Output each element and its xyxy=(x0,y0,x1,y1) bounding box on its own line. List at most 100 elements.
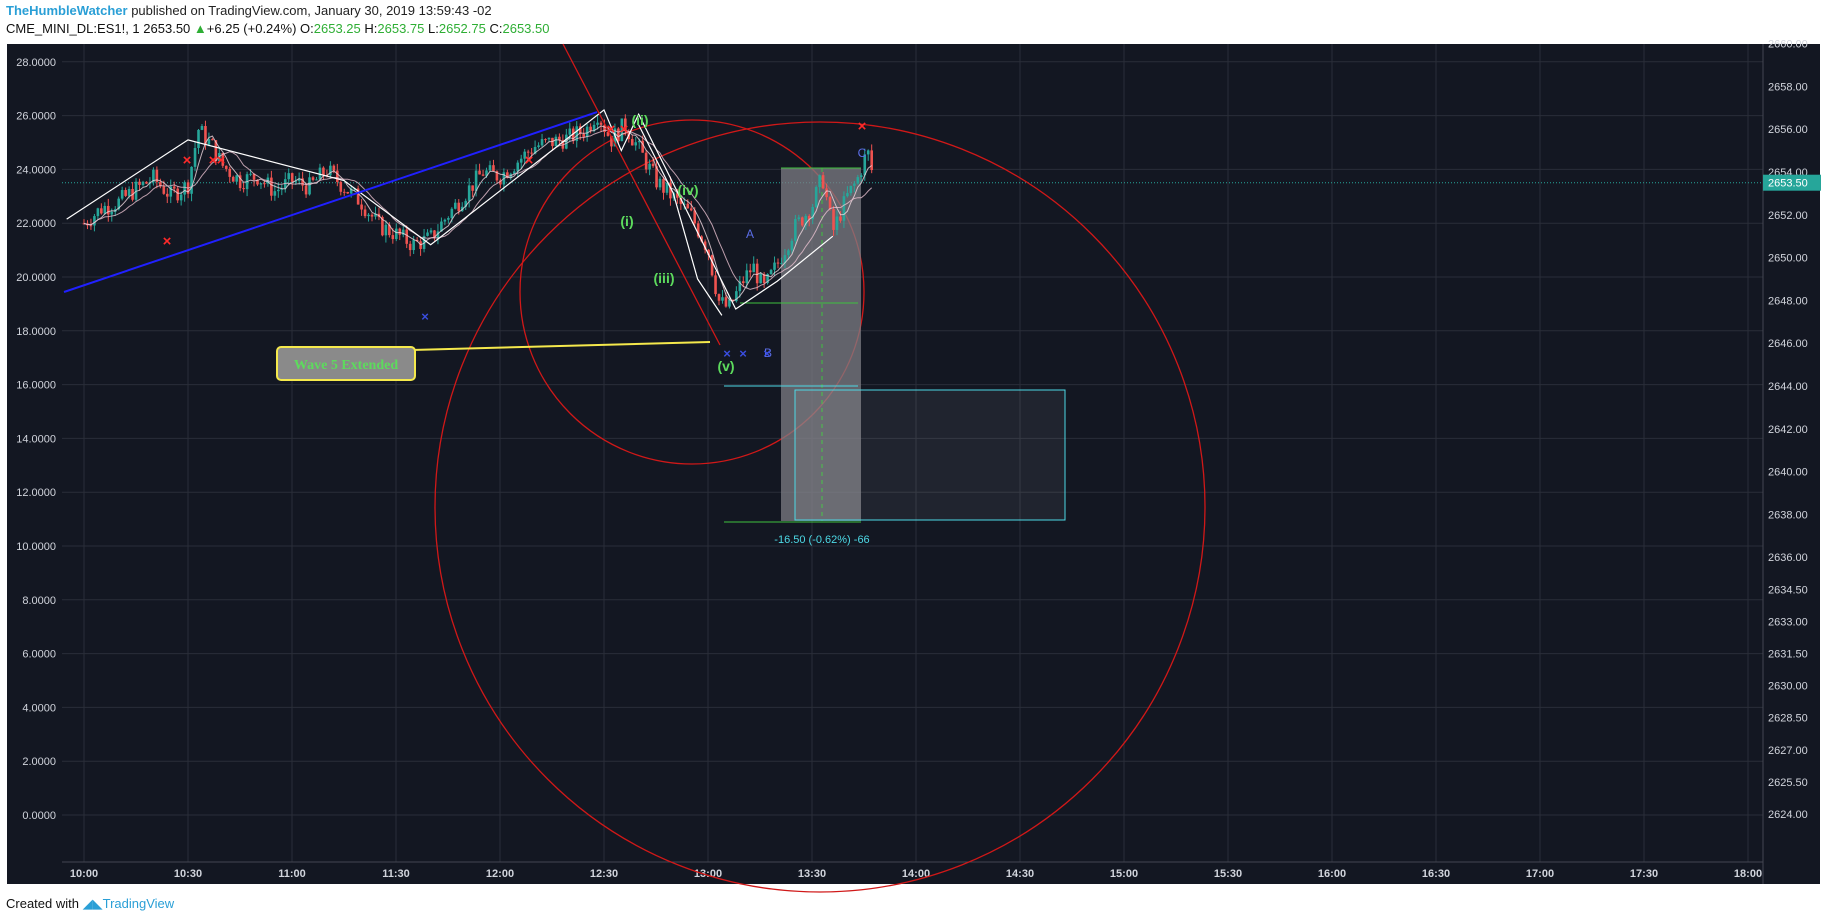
candle-body xyxy=(176,188,179,201)
right-axis-tick: 2660.00 xyxy=(1768,39,1808,51)
candle-body xyxy=(356,188,360,205)
candle-body xyxy=(318,167,322,180)
candle-body xyxy=(578,126,582,135)
candle-body xyxy=(179,194,183,201)
left-axis-tick: 2.0000 xyxy=(22,756,56,768)
right-axis-tick: 2628.50 xyxy=(1768,713,1808,725)
candle-body xyxy=(360,204,363,210)
right-axis-tick: 2650.00 xyxy=(1768,253,1808,265)
author-name[interactable]: TheHumbleWatcher xyxy=(6,3,128,18)
candle-body xyxy=(367,214,370,217)
candle-body xyxy=(800,217,804,226)
red-x-marker: × xyxy=(209,152,218,169)
candle-body xyxy=(485,170,488,176)
candle-body xyxy=(589,126,592,131)
wave-label: (i) xyxy=(620,213,633,229)
candle-body xyxy=(384,224,388,236)
left-axis-tick: 14.0000 xyxy=(16,433,56,445)
ma-slow xyxy=(83,129,873,290)
candle-body xyxy=(853,183,856,186)
candle-body xyxy=(499,180,502,185)
candle-body xyxy=(322,167,325,176)
candle-body xyxy=(197,129,200,149)
candle-body xyxy=(700,236,703,242)
right-axis-tick: 2646.00 xyxy=(1768,338,1808,350)
candle-body xyxy=(703,241,707,250)
candle-body xyxy=(165,193,169,197)
candle-body xyxy=(832,209,835,230)
candle-body xyxy=(849,185,853,194)
callout-pointer xyxy=(411,341,711,351)
right-axis-tick: 2652.00 xyxy=(1768,210,1808,222)
candle-body xyxy=(152,169,155,183)
candle-body xyxy=(828,197,832,210)
x-tick-label: 12:30 xyxy=(590,868,618,880)
candle-body xyxy=(641,140,644,153)
candle-body xyxy=(117,198,120,210)
x-tick-label: 17:30 xyxy=(1630,868,1658,880)
fib-circle-small xyxy=(519,119,865,465)
x-tick-label: 11:30 xyxy=(382,868,410,880)
candle-body xyxy=(433,230,436,239)
x-tick-label: 15:30 xyxy=(1214,868,1242,880)
candle-body xyxy=(110,211,114,215)
publish-text: published on TradingView.com, January 30… xyxy=(127,3,492,18)
close-value: 2653.50 xyxy=(502,21,550,36)
left-axis-tick: 10.0000 xyxy=(16,541,56,553)
candle-body xyxy=(342,191,346,193)
candle-body xyxy=(336,170,339,182)
candle-body xyxy=(679,197,683,204)
x-tick-label: 14:30 xyxy=(1006,868,1034,880)
candle-body xyxy=(214,140,218,162)
left-axis-tick: 18.0000 xyxy=(16,326,56,338)
candle-body xyxy=(211,139,214,141)
candle-body xyxy=(193,148,197,167)
candle-body xyxy=(821,175,825,189)
candle-body xyxy=(443,219,447,222)
candle-body xyxy=(388,224,391,236)
candle-body xyxy=(308,177,311,195)
candle-body xyxy=(304,185,308,195)
tradingview-link[interactable]: TradingView xyxy=(102,896,175,911)
abc-label: B xyxy=(764,346,772,360)
candle-body xyxy=(731,299,735,302)
candle-body xyxy=(370,214,374,217)
candle-body xyxy=(270,177,273,196)
candle-body xyxy=(742,281,745,284)
candle-body xyxy=(506,172,509,178)
candle-body xyxy=(748,270,752,273)
publish-info: TheHumbleWatcher published on TradingVie… xyxy=(6,3,492,19)
candle-body xyxy=(859,175,863,178)
candle-body xyxy=(363,209,367,217)
left-axis-tick: 0.0000 xyxy=(22,810,56,822)
candle-body xyxy=(693,210,697,224)
left-axis-tick: 28.0000 xyxy=(16,57,56,69)
candle-body xyxy=(617,128,620,142)
candle-body xyxy=(242,188,245,190)
x-tick-label: 11:00 xyxy=(278,868,306,880)
candle-body xyxy=(738,281,742,292)
candle-body xyxy=(141,181,145,185)
candle-body xyxy=(488,165,492,171)
candle-body xyxy=(224,165,228,169)
candle-body xyxy=(516,162,520,172)
wave-label: (iv) xyxy=(678,182,699,198)
candle-body xyxy=(259,183,263,185)
red-x-marker: × xyxy=(858,118,867,135)
abc-label: C xyxy=(858,146,867,160)
candle-body xyxy=(481,174,485,176)
right-axis-tick: 2631.50 xyxy=(1768,649,1808,661)
right-axis-tick: 2625.50 xyxy=(1768,777,1808,789)
candle-body xyxy=(471,185,474,191)
candle-body xyxy=(207,139,211,145)
right-axis-tick: 2633.00 xyxy=(1768,616,1808,628)
candle-body xyxy=(818,175,821,188)
candle-body xyxy=(453,202,457,209)
right-axis-tick: 2630.00 xyxy=(1768,681,1808,693)
candle-body xyxy=(787,250,790,256)
red-x-marker: × xyxy=(183,152,192,169)
candle-body xyxy=(644,152,648,170)
candle-body xyxy=(797,217,801,220)
candle-body xyxy=(721,297,724,301)
